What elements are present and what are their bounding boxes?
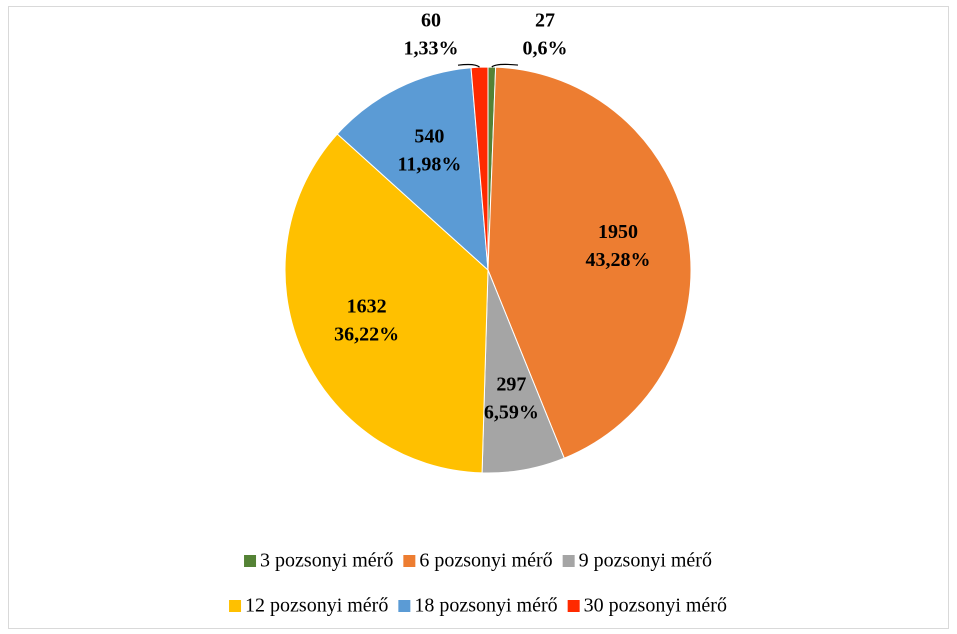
legend-row: 3 pozsonyi mérő 6 pozsonyi mérő 9 pozsonyi… bbox=[244, 550, 712, 572]
legend-swatch bbox=[244, 555, 257, 567]
legend-swatch bbox=[562, 555, 575, 567]
legend-swatch bbox=[403, 555, 416, 567]
data-label: 540 bbox=[414, 125, 444, 147]
leader-line bbox=[457, 63, 480, 68]
percent-label: 1,33% bbox=[404, 38, 459, 60]
legend-swatch bbox=[398, 600, 411, 612]
data-label: 1950 bbox=[598, 221, 638, 243]
legend-label: 3 pozsonyi mérő bbox=[260, 550, 393, 572]
legend-label: 30 pozsonyi mérő bbox=[584, 595, 727, 617]
legend-label: 12 pozsonyi mérő bbox=[245, 595, 388, 617]
percent-label: 0,6% bbox=[523, 38, 568, 60]
legend-label: 9 pozsonyi mérő bbox=[579, 550, 712, 572]
legend-swatch bbox=[229, 600, 242, 612]
percent-label: 6,59% bbox=[484, 401, 539, 423]
data-label: 297 bbox=[496, 373, 526, 395]
data-label: 1632 bbox=[347, 295, 387, 317]
pie-slice bbox=[284, 133, 489, 474]
percent-label: 11,98% bbox=[397, 153, 461, 175]
pie-slice bbox=[336, 67, 489, 272]
leader-line bbox=[491, 63, 519, 68]
legend-swatch bbox=[567, 600, 580, 612]
pie-slice bbox=[470, 66, 489, 271]
data-label: 27 bbox=[535, 10, 555, 32]
percent-label: 36,22% bbox=[334, 323, 399, 345]
percent-label: 43,28% bbox=[585, 249, 650, 271]
legend-label: 18 pozsonyi mérő bbox=[414, 595, 557, 617]
legend-row: 12 pozsonyi mérő 18 pozsonyi mérő 30 pozso… bbox=[229, 595, 727, 617]
data-label: 60 bbox=[421, 10, 441, 32]
pie-slice bbox=[487, 66, 692, 459]
legend-label: 6 pozsonyi mérő bbox=[419, 550, 552, 572]
